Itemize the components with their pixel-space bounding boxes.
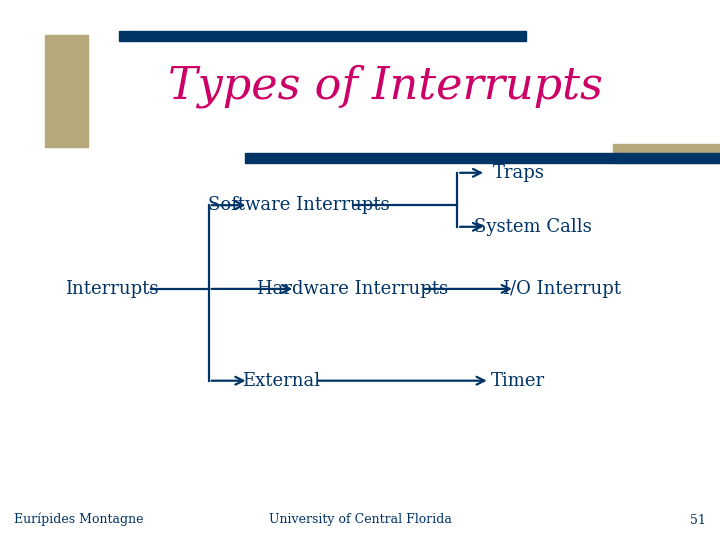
Text: Hardware Interrupts: Hardware Interrupts: [257, 280, 449, 298]
Text: System Calls: System Calls: [474, 218, 592, 236]
Text: 51: 51: [690, 514, 706, 526]
Text: Types of Interrupts: Types of Interrupts: [168, 65, 603, 108]
Text: Software Interrupts: Software Interrupts: [208, 196, 390, 214]
Text: I/O Interrupt: I/O Interrupt: [503, 280, 621, 298]
Text: External: External: [242, 372, 320, 390]
Text: Timer: Timer: [491, 372, 546, 390]
Text: Interrupts: Interrupts: [65, 280, 158, 298]
Text: Traps: Traps: [492, 164, 544, 182]
Text: Eurípides Montagne: Eurípides Montagne: [14, 513, 144, 526]
Text: University of Central Florida: University of Central Florida: [269, 514, 451, 526]
